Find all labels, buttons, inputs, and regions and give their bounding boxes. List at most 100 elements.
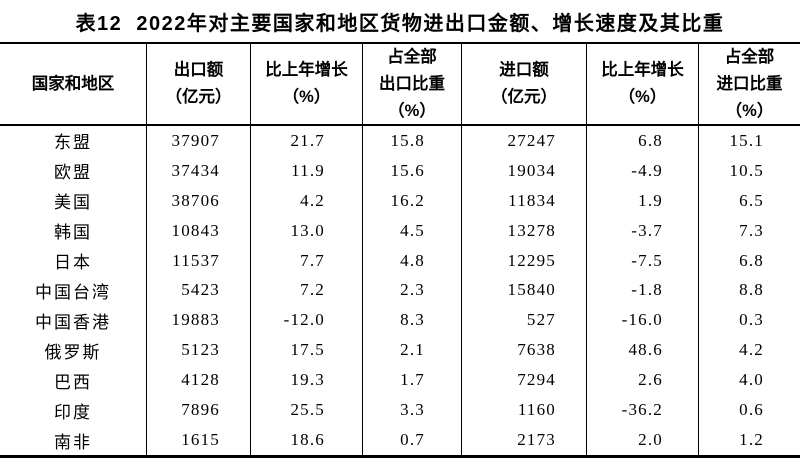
table-title: 表12 2022年对主要国家和地区货物进出口金额、增长速度及其比重 [75, 12, 725, 35]
cell-export-share: 16.2 [363, 185, 462, 216]
cell-import-growth: -3.7 [587, 215, 699, 246]
cell-region: 日本 [0, 245, 147, 276]
cell-import-share: 0.3 [739, 310, 764, 330]
cell-export-growth: 17.5 [251, 335, 363, 366]
column-header-line: （%） [618, 88, 667, 106]
column-header-line: 进口额 [499, 61, 549, 79]
column-header-export-growth: 比上年增长 （%） [251, 44, 363, 124]
column-header-line: （%） [282, 88, 331, 106]
cell-import-value: 1160 [462, 395, 587, 426]
cell-import-value: 7638 [462, 335, 587, 366]
cell-region: 中国台湾 [0, 275, 147, 306]
cell-export-share: 0.7 [363, 425, 462, 455]
cell-export-growth: 7.7 [251, 245, 363, 276]
cell-region: 俄罗斯 [0, 335, 147, 366]
cell-export-value: 7896 [147, 395, 251, 426]
cell-export-share: 15.6 [363, 155, 462, 186]
cell-export-share: 15.8 [363, 126, 462, 156]
cell-import-value: 527 [462, 305, 587, 336]
cell-region: 巴西 [0, 365, 147, 396]
table-row-11: 南非 1615 18.6 0.7 2173 2.0 1.2 [0, 425, 800, 455]
cell-import-share: 0.6 [739, 400, 764, 420]
cell-import-growth: -4.9 [587, 155, 699, 186]
cell-export-value: 5423 [147, 275, 251, 306]
cell-import-value: 7294 [462, 365, 587, 396]
cell-import-growth: -1.8 [587, 275, 699, 306]
cell-export-share: 4.5 [363, 215, 462, 246]
cell-export-share: 1.7 [363, 365, 462, 396]
column-header-line: （亿元） [165, 88, 232, 106]
table-row-5: 日本 11537 7.7 4.8 12295 -7.5 6.8 [0, 245, 800, 276]
column-header-line: 进口比重 [716, 74, 783, 93]
cell-import-growth: 2.0 [587, 425, 699, 455]
cell-region: 韩国 [0, 215, 147, 246]
cell-import-share: 6.5 [739, 190, 764, 210]
table-row-3: 美国 38706 4.2 16.2 11834 1.9 6.5 [0, 185, 800, 216]
table-header-row: 国家和地区 出口额 （亿元） 比上年增长 （%） 占全部 出口比重 （%） 进口额 （亿元） 比上年… [0, 44, 800, 126]
cell-export-value: 37907 [147, 126, 251, 156]
cell-import-growth: 6.8 [587, 126, 699, 156]
cell-import-value: 12295 [462, 245, 587, 276]
table-row-4: 韩国 10843 13.0 4.5 13278 -3.7 7.3 [0, 215, 800, 246]
cell-export-share: 4.8 [363, 245, 462, 276]
cell-import-growth: 48.6 [587, 335, 699, 366]
cell-region: 欧盟 [0, 155, 147, 186]
table-row-8: 俄罗斯 5123 17.5 2.1 7638 48.6 4.2 [0, 335, 800, 366]
table-row-7: 中国香港 19883 -12.0 8.3 527 -16.0 0.3 [0, 305, 800, 336]
cell-region: 东盟 [0, 126, 147, 156]
cell-export-value: 37434 [147, 155, 251, 186]
cell-export-value: 10843 [147, 215, 251, 246]
cell-export-growth: -12.0 [251, 305, 363, 336]
column-header-export-value: 出口额 （亿元） [147, 44, 251, 124]
cell-import-value: 13278 [462, 215, 587, 246]
trade-table: 国家和地区 出口额 （亿元） 比上年增长 （%） 占全部 出口比重 （%） 进口额 （亿元） 比上年… [0, 42, 800, 458]
cell-import-share: 4.0 [739, 370, 764, 390]
cell-export-growth: 13.0 [251, 215, 363, 246]
cell-import-share: 1.2 [739, 430, 764, 450]
cell-import-value: 27247 [462, 126, 587, 156]
table-row-2: 欧盟 37434 11.9 15.6 19034 -4.9 10.5 [0, 155, 800, 186]
cell-export-value: 4128 [147, 365, 251, 396]
cell-export-value: 11537 [147, 245, 251, 276]
column-header-line: 占全部 [387, 47, 437, 66]
column-header-line: 出口额 [173, 61, 224, 79]
cell-import-share: 8.8 [739, 280, 764, 300]
column-header-import-growth: 比上年增长 （%） [587, 44, 699, 124]
cell-import-growth: 2.6 [587, 365, 699, 396]
cell-export-growth: 18.6 [251, 425, 363, 455]
column-header-line: 占全部 [724, 47, 775, 66]
cell-import-share: 7.3 [739, 220, 764, 240]
cell-import-share: 15.1 [729, 130, 764, 150]
column-header-line: （%） [388, 101, 436, 120]
table-row-10: 印度 7896 25.5 3.3 1160 -36.2 0.6 [0, 395, 800, 426]
cell-import-share: 10.5 [729, 160, 764, 180]
table-row-1: 东盟 37907 21.7 15.8 27247 6.8 15.1 [0, 126, 800, 156]
cell-export-growth: 7.2 [251, 275, 363, 306]
cell-import-growth: -16.0 [587, 305, 699, 336]
cell-import-growth: 1.9 [587, 185, 699, 216]
cell-import-growth: -36.2 [587, 395, 699, 426]
cell-import-share: 6.8 [739, 250, 764, 270]
cell-export-growth: 25.5 [251, 395, 363, 426]
column-header-line: 国家和地区 [31, 74, 115, 93]
column-header-line: 比上年增长 [601, 61, 684, 79]
cell-export-share: 2.3 [363, 275, 462, 306]
cell-export-value: 5123 [147, 335, 251, 366]
column-header-import-share: 占全部进口比重 （%） [699, 44, 800, 124]
cell-import-value: 19034 [462, 155, 587, 186]
column-header-line: 比上年增长 [265, 61, 348, 79]
table-body: 东盟 37907 21.7 15.8 27247 6.8 15.1 欧盟 37434 11.9 15… [0, 126, 800, 455]
cell-export-value: 19883 [147, 305, 251, 336]
column-header-line: （%） [725, 101, 774, 120]
cell-region: 中国香港 [0, 305, 147, 336]
cell-export-share: 3.3 [363, 395, 462, 426]
cell-export-growth: 11.9 [251, 155, 363, 186]
cell-export-growth: 21.7 [251, 126, 363, 156]
cell-export-value: 1615 [147, 425, 251, 455]
cell-import-share: 4.2 [739, 340, 764, 360]
cell-import-growth: -7.5 [587, 245, 699, 276]
cell-export-growth: 19.3 [251, 365, 363, 396]
cell-export-value: 38706 [147, 185, 251, 216]
column-header-export-share: 占全部 出口比重 （%） [363, 44, 462, 124]
